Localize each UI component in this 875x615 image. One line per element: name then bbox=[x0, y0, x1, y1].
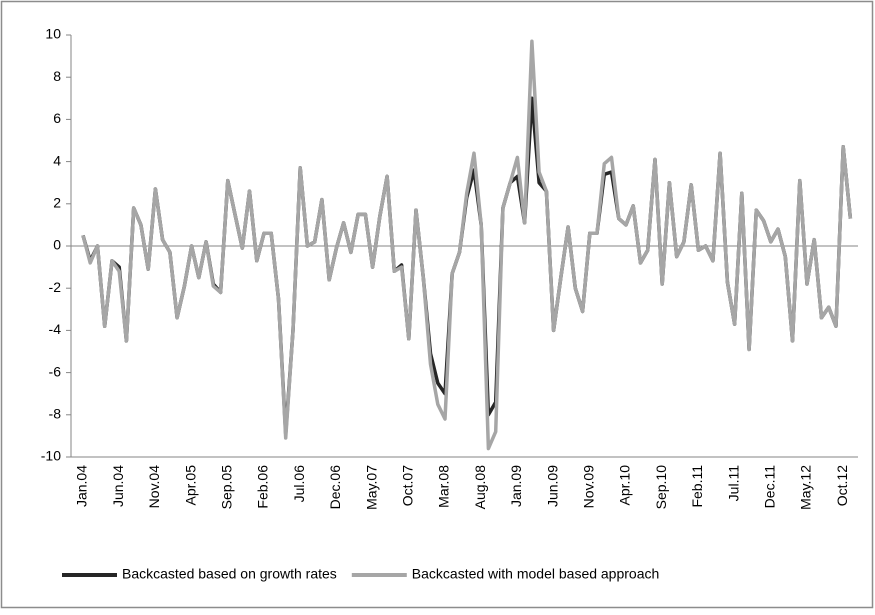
x-tick-label: Feb.11 bbox=[689, 465, 705, 508]
x-tick-label: Dec.11 bbox=[762, 465, 778, 509]
legend-label: Backcasted with model based approach bbox=[412, 566, 659, 582]
x-tick-label: Sep.10 bbox=[653, 465, 669, 510]
x-tick-label: May.12 bbox=[798, 465, 814, 510]
x-tick-label: Nov.09 bbox=[581, 465, 597, 509]
x-tick-label: Aug.08 bbox=[472, 465, 488, 510]
y-tick-label: -8 bbox=[49, 406, 62, 422]
y-tick-label: 10 bbox=[45, 26, 61, 42]
y-tick-label: -6 bbox=[49, 363, 62, 379]
x-tick-label: Jun.09 bbox=[544, 465, 560, 507]
x-tick-label: Apr.10 bbox=[617, 465, 633, 506]
y-tick-label: 2 bbox=[53, 195, 61, 211]
x-tick-label: Oct.12 bbox=[834, 465, 850, 506]
x-tick-label: Sep.05 bbox=[219, 465, 235, 510]
x-tick-label: Nov.04 bbox=[146, 465, 162, 509]
x-tick-label: Feb.06 bbox=[255, 465, 271, 509]
x-tick-label: Jan.09 bbox=[508, 465, 524, 507]
y-tick-label: 0 bbox=[53, 237, 61, 253]
x-tick-label: Jan.04 bbox=[74, 465, 90, 507]
y-tick-label: 6 bbox=[53, 110, 61, 126]
y-tick-label: -4 bbox=[49, 321, 62, 337]
x-tick-label: Dec.06 bbox=[327, 465, 343, 510]
x-tick-label: Mar.08 bbox=[436, 465, 452, 508]
y-tick-label: -10 bbox=[41, 448, 61, 464]
y-tick-label: -2 bbox=[49, 279, 62, 295]
y-tick-label: 8 bbox=[53, 68, 61, 84]
y-tick-label: 4 bbox=[53, 152, 61, 168]
x-tick-label: May.07 bbox=[363, 465, 379, 510]
series-line bbox=[81, 39, 853, 451]
x-tick-label: Jul.11 bbox=[725, 465, 741, 502]
x-tick-label: Jul.06 bbox=[291, 465, 307, 503]
legend-label: Backcasted based on growth rates bbox=[122, 566, 337, 582]
x-tick-label: Oct.07 bbox=[400, 465, 416, 506]
x-tick-label: Jun.04 bbox=[110, 465, 126, 507]
x-tick-label: Apr.05 bbox=[182, 465, 198, 506]
